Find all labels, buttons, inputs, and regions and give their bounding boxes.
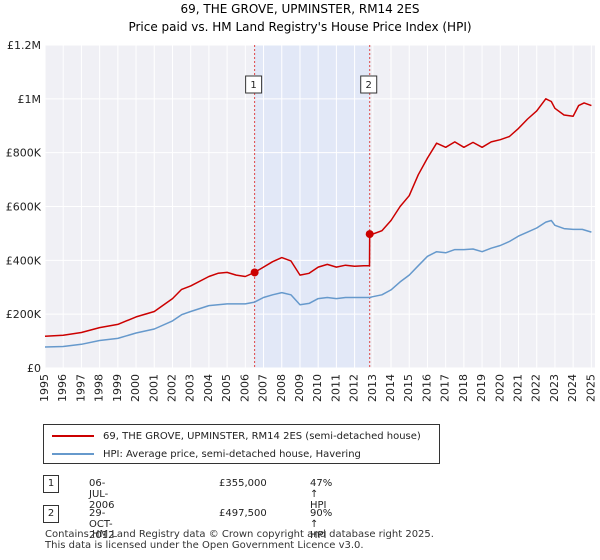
footer-licence: This data is licensed under the Open Gov… bbox=[45, 540, 364, 551]
x-tick-2017: 2017 bbox=[439, 374, 452, 402]
hpi-line bbox=[44, 219, 592, 348]
annotation-box-2 bbox=[360, 75, 378, 94]
transaction-marker-2: 2 bbox=[43, 505, 59, 523]
y-tick-1200000: £1.2M bbox=[7, 39, 41, 52]
x-tick-2000: 2000 bbox=[129, 374, 142, 402]
legend: 69, THE GROVE, UPMINSTER, RM14 2ES (semi… bbox=[43, 424, 440, 464]
y-tick-400000: £400K bbox=[6, 254, 42, 267]
annotation-label-2: 2 bbox=[366, 80, 372, 91]
transaction-date-2: 29-OCT-2012 bbox=[89, 508, 115, 541]
transaction-price-1: £355,000 bbox=[219, 478, 267, 489]
chart-subtitle: Price paid vs. HM Land Registry's House … bbox=[128, 20, 471, 34]
x-tick-2001: 2001 bbox=[147, 374, 160, 402]
legend-label-hpi: HPI: Average price, semi-detached house,… bbox=[103, 448, 361, 460]
x-tick-1996: 1996 bbox=[56, 374, 69, 402]
x-tick-1995: 1995 bbox=[38, 374, 51, 402]
legend-item-hpi: HPI: Average price, semi-detached house,… bbox=[52, 445, 361, 463]
footer: Contains HM Land Registry data © Crown c… bbox=[45, 529, 434, 551]
transaction-hpi-1: 47% ↑ HPI bbox=[310, 478, 333, 511]
property-price-line bbox=[44, 98, 592, 337]
x-tick-2013: 2013 bbox=[366, 374, 379, 402]
x-tick-1998: 1998 bbox=[93, 374, 106, 402]
y-tick-600000: £600K bbox=[6, 201, 42, 214]
x-tick-2016: 2016 bbox=[420, 374, 433, 402]
x-tick-2002: 2002 bbox=[165, 374, 178, 402]
legend-swatch-property bbox=[52, 435, 94, 437]
legend-label-property: 69, THE GROVE, UPMINSTER, RM14 2ES (semi… bbox=[103, 430, 421, 442]
y-tick-0: £0 bbox=[27, 362, 41, 375]
price-chart: 69, THE GROVE, UPMINSTER, RM14 2ES Price… bbox=[6, 2, 598, 402]
legend-swatch-hpi bbox=[52, 453, 94, 455]
transaction-marker-1: 1 bbox=[43, 475, 59, 493]
sale-point-2 bbox=[365, 230, 374, 239]
x-tick-2018: 2018 bbox=[457, 374, 470, 402]
x-tick-2020: 2020 bbox=[493, 374, 506, 402]
x-tick-1999: 1999 bbox=[111, 374, 124, 402]
x-tick-2003: 2003 bbox=[184, 374, 197, 402]
x-tick-2023: 2023 bbox=[548, 374, 561, 402]
x-tick-2007: 2007 bbox=[257, 374, 270, 402]
transaction-hpi-2: 90% ↑ HPI bbox=[310, 508, 333, 541]
chart-title: 69, THE GROVE, UPMINSTER, RM14 2ES bbox=[181, 2, 420, 16]
transaction-date-1: 06-JUL-2006 bbox=[89, 478, 115, 511]
y-tick-200000: £200K bbox=[6, 308, 42, 321]
y-tick-800000: £800K bbox=[6, 147, 42, 160]
legend-item-property: 69, THE GROVE, UPMINSTER, RM14 2ES (semi… bbox=[52, 427, 421, 445]
annotation-label-1: 1 bbox=[250, 80, 256, 91]
x-tick-2025: 2025 bbox=[584, 374, 597, 402]
x-tick-1997: 1997 bbox=[74, 374, 87, 402]
x-tick-2011: 2011 bbox=[329, 374, 342, 402]
x-tick-2005: 2005 bbox=[220, 374, 233, 402]
x-tick-2006: 2006 bbox=[238, 374, 251, 402]
x-tick-2019: 2019 bbox=[475, 374, 488, 402]
x-tick-2021: 2021 bbox=[512, 374, 525, 402]
sale-point-1 bbox=[250, 268, 259, 277]
footer-copyright: Contains HM Land Registry data © Crown c… bbox=[45, 529, 434, 540]
transaction-price-2: £497,500 bbox=[219, 508, 267, 519]
x-tick-2012: 2012 bbox=[348, 374, 361, 402]
x-tick-2004: 2004 bbox=[202, 374, 215, 402]
y-tick-1000000: £1M bbox=[18, 93, 42, 106]
x-tick-2024: 2024 bbox=[566, 374, 579, 402]
x-tick-2022: 2022 bbox=[530, 374, 543, 402]
x-tick-2015: 2015 bbox=[402, 374, 415, 402]
annotation-box-1 bbox=[245, 75, 263, 94]
x-tick-2008: 2008 bbox=[275, 374, 288, 402]
x-tick-2010: 2010 bbox=[311, 374, 324, 402]
x-tick-2009: 2009 bbox=[293, 374, 306, 402]
x-tick-2014: 2014 bbox=[384, 374, 397, 402]
